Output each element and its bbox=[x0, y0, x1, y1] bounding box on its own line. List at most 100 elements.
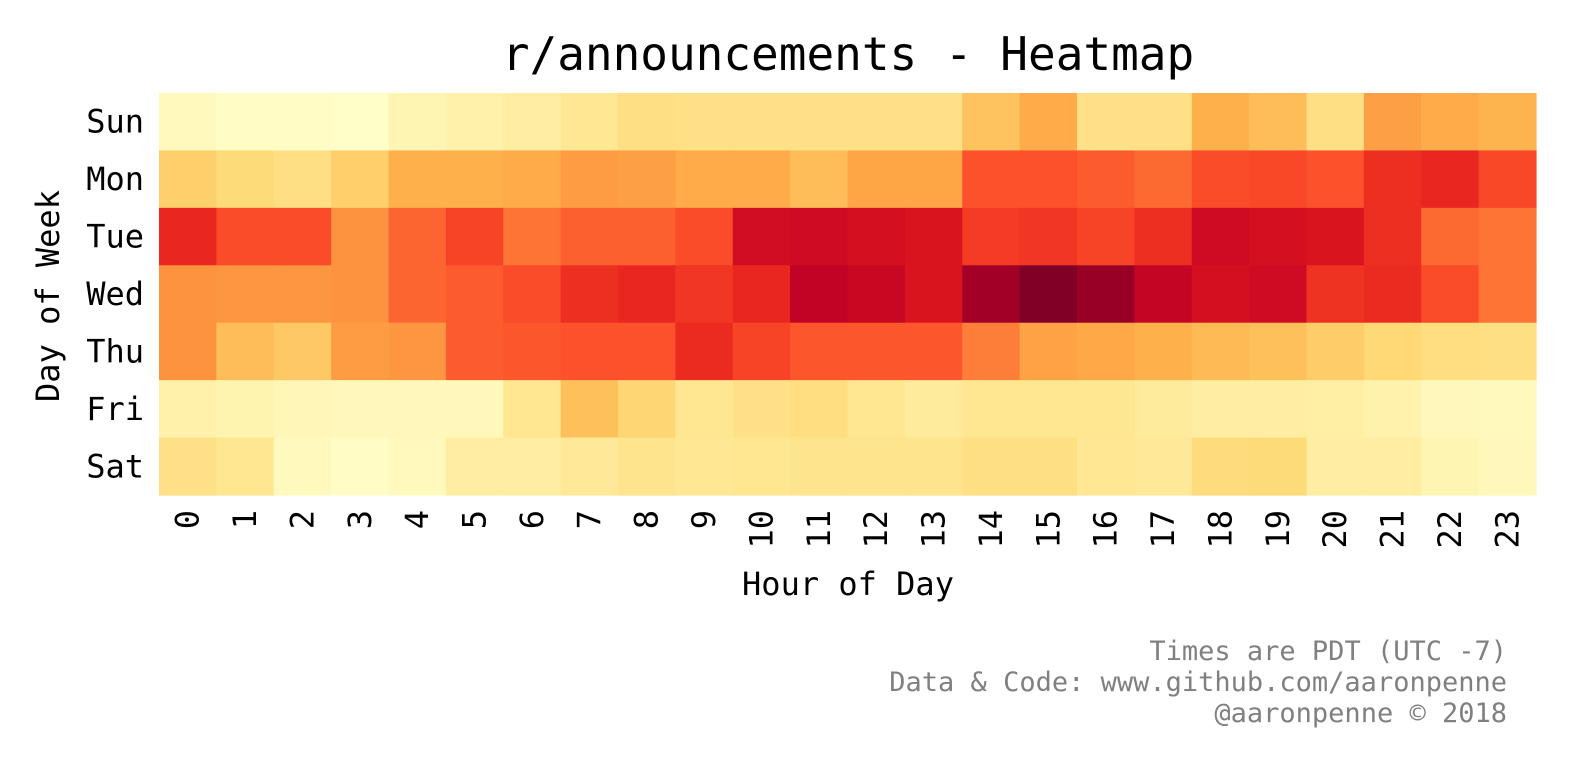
heatmap-cell bbox=[1363, 207, 1422, 266]
heatmap-cell bbox=[1077, 93, 1135, 152]
heatmap-cell bbox=[618, 207, 676, 266]
x-tick-label: 17 bbox=[1144, 510, 1182, 549]
x-tick-label: 8 bbox=[628, 510, 666, 529]
heatmap-cell bbox=[732, 265, 791, 324]
heatmap-cell bbox=[1134, 322, 1193, 381]
heatmap-cell bbox=[1077, 380, 1135, 439]
heatmap-cell bbox=[618, 93, 676, 152]
heatmap-cell bbox=[1134, 150, 1193, 209]
heatmap-cell bbox=[1249, 265, 1308, 324]
heatmap-cell bbox=[1478, 437, 1537, 496]
heatmap-cell bbox=[790, 265, 849, 324]
heatmap-cell bbox=[560, 93, 619, 152]
heatmap-cell bbox=[618, 322, 676, 381]
heatmap-cell bbox=[503, 380, 562, 439]
heatmap-cell bbox=[847, 265, 906, 324]
heatmap-cell bbox=[1306, 207, 1365, 266]
heatmap-cell bbox=[216, 437, 275, 496]
heatmap-cell bbox=[503, 265, 562, 324]
heatmap-cell bbox=[1363, 150, 1422, 209]
heatmap-cell bbox=[216, 322, 275, 381]
x-tick-label: 23 bbox=[1488, 510, 1526, 549]
heatmap-cell bbox=[675, 265, 734, 324]
heatmap-cell bbox=[847, 207, 906, 266]
heatmap-cell bbox=[675, 380, 734, 439]
x-axis-label: Hour of Day bbox=[742, 565, 954, 603]
heatmap-cell bbox=[1077, 437, 1135, 496]
heatmap-cell bbox=[159, 322, 217, 381]
heatmap-cell bbox=[1306, 265, 1365, 324]
heatmap-cell bbox=[388, 322, 447, 381]
x-tick-label: 19 bbox=[1259, 510, 1297, 549]
x-tick-label: 15 bbox=[1029, 510, 1067, 549]
heatmap-cell bbox=[790, 93, 849, 152]
heatmap-cell bbox=[1134, 207, 1193, 266]
heatmap-cell bbox=[618, 150, 676, 209]
heatmap-cell bbox=[1134, 93, 1193, 152]
heatmap-cell bbox=[503, 437, 562, 496]
heatmap-cell bbox=[1191, 265, 1250, 324]
chart-title: r/announcements - Heatmap bbox=[502, 27, 1194, 81]
heatmap-cell bbox=[904, 322, 963, 381]
heatmap-cell bbox=[388, 207, 447, 266]
heatmap-cell bbox=[560, 322, 619, 381]
heatmap-cell bbox=[675, 150, 734, 209]
heatmap-cell bbox=[273, 93, 332, 152]
heatmap-cell bbox=[1421, 265, 1480, 324]
x-tick-label: 18 bbox=[1201, 510, 1239, 549]
heatmap-cell bbox=[1249, 322, 1308, 381]
heatmap-cell bbox=[1421, 380, 1480, 439]
heatmap-cell bbox=[1363, 93, 1422, 152]
heatmap-cell bbox=[1478, 265, 1537, 324]
heatmap-cell bbox=[1191, 93, 1250, 152]
heatmap-cell bbox=[331, 93, 390, 152]
source-note: Data & Code: www.github.com/aaronpenne bbox=[889, 667, 1507, 698]
heatmap-cell bbox=[159, 150, 217, 209]
heatmap-cell bbox=[904, 93, 963, 152]
heatmap-cell bbox=[732, 150, 791, 209]
heatmap-cell bbox=[1363, 437, 1422, 496]
heatmap-cell bbox=[331, 207, 390, 266]
heatmap-cell bbox=[1478, 150, 1537, 209]
heatmap-cell bbox=[1478, 380, 1537, 439]
x-tick-label: 11 bbox=[800, 510, 838, 549]
heatmap-cell bbox=[1019, 207, 1078, 266]
heatmap-cell bbox=[388, 380, 447, 439]
heatmap-cell bbox=[1134, 437, 1193, 496]
heatmap-cell bbox=[790, 322, 849, 381]
heatmap-cell bbox=[1191, 150, 1250, 209]
heatmap-cell bbox=[159, 265, 217, 324]
heatmap-cell bbox=[216, 380, 275, 439]
copyright-note: @aaronpenne © 2018 bbox=[1214, 698, 1507, 729]
heatmap-cell bbox=[790, 437, 849, 496]
heatmap-cell bbox=[732, 380, 791, 439]
x-tick-label: 21 bbox=[1374, 510, 1412, 549]
x-tick-label: 6 bbox=[513, 510, 551, 529]
heatmap-cell bbox=[675, 207, 734, 266]
heatmap-cells bbox=[159, 93, 1537, 496]
heatmap-cell bbox=[1306, 322, 1365, 381]
heatmap-cell bbox=[1019, 265, 1078, 324]
heatmap-cell bbox=[273, 150, 332, 209]
heatmap-cell bbox=[503, 93, 562, 152]
heatmap-cell bbox=[445, 437, 504, 496]
heatmap-cell bbox=[962, 380, 1021, 439]
heatmap-cell bbox=[1363, 380, 1422, 439]
heatmap-cell bbox=[388, 437, 447, 496]
heatmap-cell bbox=[847, 93, 906, 152]
heatmap-cell bbox=[445, 150, 504, 209]
heatmap-cell bbox=[618, 437, 676, 496]
heatmap-cell bbox=[1421, 150, 1480, 209]
x-tick-label: 20 bbox=[1316, 510, 1354, 549]
heatmap-cell bbox=[1019, 93, 1078, 152]
heatmap-cell bbox=[159, 207, 217, 266]
heatmap-cell bbox=[1191, 437, 1250, 496]
heatmap-cell bbox=[904, 380, 963, 439]
heatmap-cell bbox=[560, 207, 619, 266]
heatmap-cell bbox=[675, 322, 734, 381]
y-tick-labels: Sun Mon Tue Wed Thu Fri Sat bbox=[86, 103, 144, 486]
heatmap-cell bbox=[1306, 93, 1365, 152]
heatmap-cell bbox=[216, 265, 275, 324]
heatmap-cell bbox=[388, 265, 447, 324]
